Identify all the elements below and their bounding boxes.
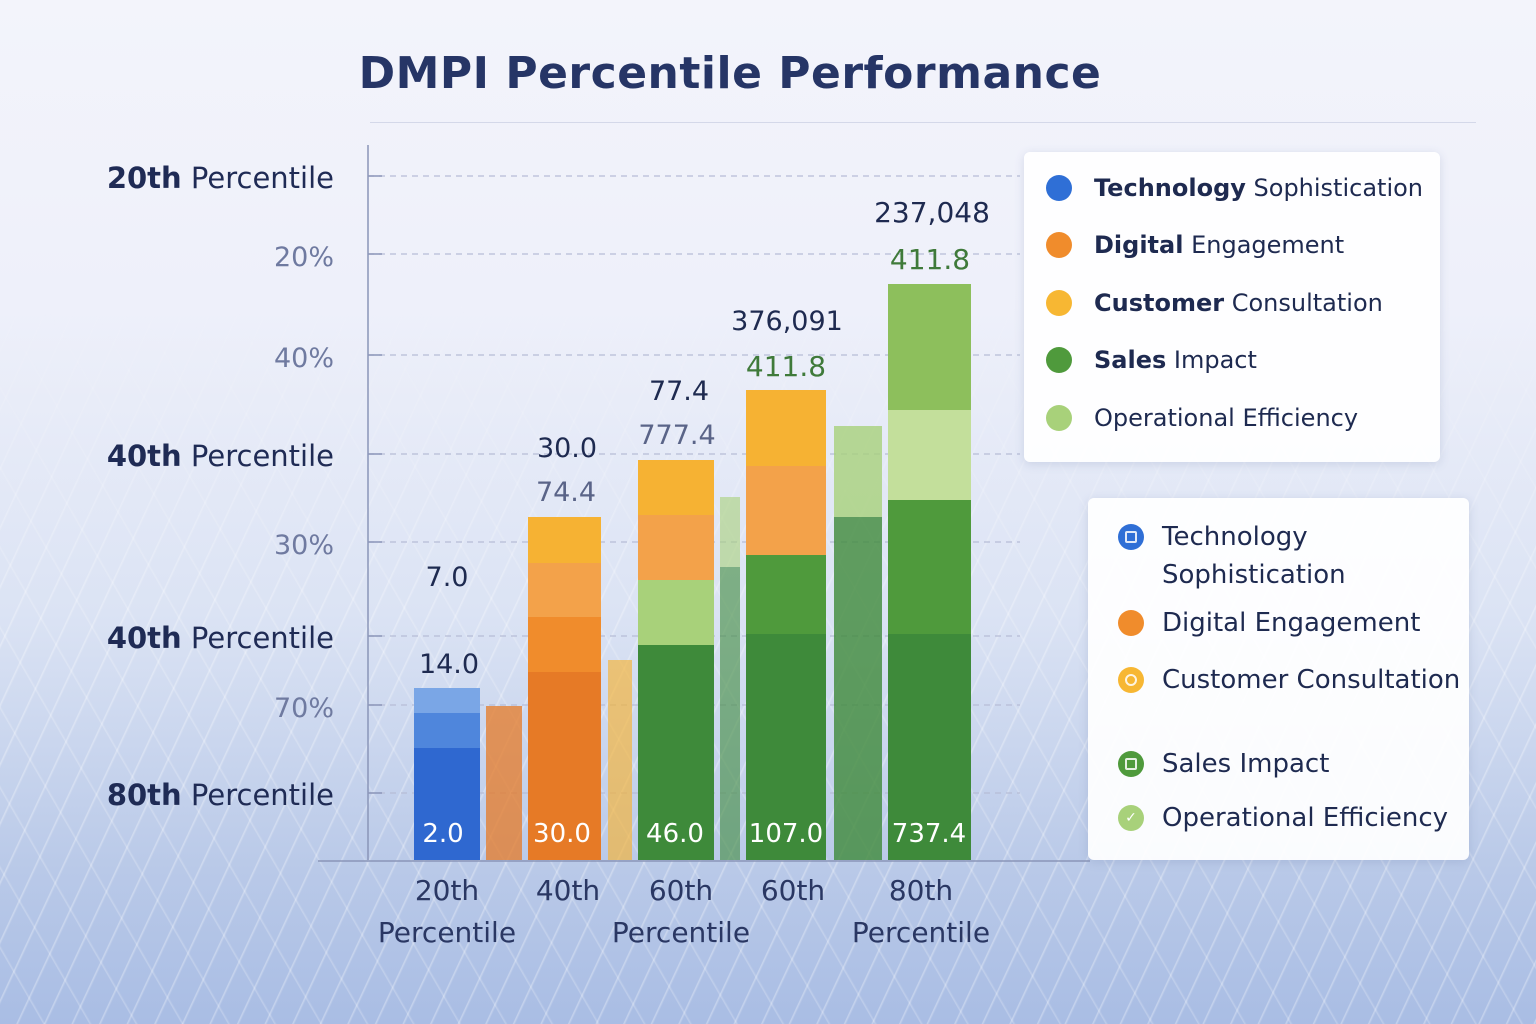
- bar-segment: [746, 634, 826, 860]
- x-tick-label: Percentile: [378, 916, 516, 949]
- bar-value-label: 237,048: [874, 196, 990, 229]
- legend-label-bold: Digital: [1094, 231, 1184, 259]
- bar-segment: [638, 645, 714, 860]
- bar-value-label: 77.4: [649, 376, 709, 407]
- bar-value-label: 7.0: [426, 562, 469, 593]
- bar-segment: [746, 555, 826, 634]
- bar-segment: [638, 460, 714, 515]
- y-tick-label: 20th Percentile: [107, 161, 334, 195]
- bar-value-label: 74.4: [536, 477, 596, 508]
- legend-label-bold: Sales: [1094, 346, 1167, 374]
- bar-segment: [608, 660, 632, 860]
- x-tick-label: 20th: [415, 874, 479, 907]
- y-tick-label: 20%: [274, 242, 334, 273]
- legend2-label: Technology Sophistication: [1162, 522, 1346, 590]
- handshake-icon: [1118, 667, 1144, 693]
- bar-segment: [834, 517, 882, 860]
- legend-swatch: [1046, 232, 1072, 258]
- bar-segment: [414, 713, 480, 748]
- legend-label: Impact: [1166, 346, 1257, 374]
- bar-segment: [414, 688, 480, 713]
- bar-segment: [746, 390, 826, 466]
- x-tick-label: Percentile: [612, 916, 750, 949]
- bar-segment: [486, 706, 522, 860]
- legend2-label: Sales Impact: [1162, 749, 1330, 779]
- bar-segment: [528, 517, 601, 563]
- bar-value-label: 30.0: [537, 433, 597, 464]
- y-tick-label: 40th Percentile: [107, 621, 334, 655]
- legend-swatch: [1046, 290, 1072, 316]
- legend-label-bold: Technology: [1094, 174, 1246, 202]
- bar-value-label: 376,091: [731, 306, 843, 337]
- legend2-label: Digital Engagement: [1162, 608, 1421, 638]
- x-tick-label: 60th: [761, 874, 825, 907]
- bar-segment: [888, 500, 971, 634]
- x-tick-label: Percentile: [852, 916, 990, 949]
- legend2-label: Customer Consultation: [1162, 665, 1461, 695]
- legend-item-sales[interactable]: Sales Impact: [1046, 346, 1257, 374]
- legend2-item-digital[interactable]: Digital Engagement: [1118, 604, 1462, 642]
- bar-value-label: 411.8: [746, 350, 826, 383]
- legend-label-bold: Customer: [1094, 289, 1225, 317]
- bar-segment: [528, 617, 601, 672]
- bar-value-label: 737.4: [892, 819, 966, 849]
- legend2-item-sales[interactable]: Sales Impact: [1118, 745, 1462, 783]
- bar-value-label: 411.8: [890, 243, 970, 276]
- bar-segment: [720, 497, 740, 567]
- bar-segment: [888, 410, 971, 500]
- bar-segment: [746, 466, 826, 555]
- x-tick-label: 60th: [649, 874, 713, 907]
- bar-segment: [888, 634, 971, 860]
- bar-value-label: 2.0: [422, 819, 463, 849]
- legend-swatch: [1046, 405, 1072, 431]
- legend-item-customer[interactable]: Customer Consultation: [1046, 289, 1383, 317]
- bar-value-label: 107.0: [749, 819, 823, 849]
- dot-icon: [1118, 610, 1144, 636]
- bar-segment: [638, 580, 714, 645]
- legend-swatch: [1046, 175, 1072, 201]
- legend2-item-operational[interactable]: ✓ Operational Efficiency: [1118, 799, 1462, 837]
- check-icon: ✓: [1118, 805, 1144, 831]
- legend-swatch: [1046, 347, 1072, 373]
- bar-segment: [638, 515, 714, 580]
- cart-icon: [1118, 751, 1144, 777]
- chart-title: DMPI Percentile Performance: [358, 48, 1102, 99]
- legend-label: Sophistication: [1245, 174, 1424, 202]
- legend-item-digital[interactable]: Digital Engagement: [1046, 231, 1344, 259]
- y-tick-label: 40%: [274, 343, 334, 374]
- bar-segment: [528, 563, 601, 617]
- y-tick-label: 40th Percentile: [107, 439, 334, 473]
- y-tick-label: 30%: [274, 530, 334, 561]
- x-tick-label: 40th: [536, 874, 600, 907]
- legend-item-technology[interactable]: Technology Sophistication: [1046, 174, 1423, 202]
- legend2-item-technology[interactable]: Technology Sophistication: [1118, 518, 1462, 594]
- bar-value-label: 30.0: [533, 819, 591, 849]
- legend2-label: Operational Efficiency: [1162, 803, 1449, 833]
- legend-item-operational[interactable]: Operational Efficiency: [1046, 404, 1358, 432]
- x-tick-label: 80th: [889, 874, 953, 907]
- bar-segment: [834, 426, 882, 517]
- bar-segment: [414, 748, 480, 860]
- bar-value-label: 777.4: [638, 420, 715, 451]
- legend-label: Consultation: [1224, 289, 1383, 317]
- y-tick-label: 80th Percentile: [107, 778, 334, 812]
- y-tick-label: 70%: [274, 693, 334, 724]
- bar-segment: [528, 672, 601, 860]
- bar-value-label: 46.0: [646, 819, 704, 849]
- legend2-item-customer[interactable]: Customer Consultation: [1118, 661, 1462, 699]
- building-icon: [1118, 524, 1144, 550]
- legend-bottom: Technology Sophistication Digital Engage…: [1088, 498, 1469, 860]
- legend-top: Technology Sophistication Digital Engage…: [1024, 152, 1440, 462]
- title-divider: [370, 122, 1476, 123]
- bar-segment: [720, 567, 740, 860]
- legend-label: Operational Efficiency: [1094, 404, 1359, 432]
- bar-value-label: 14.0: [419, 649, 479, 680]
- bar-segment: [888, 284, 971, 410]
- legend-label: Engagement: [1183, 231, 1345, 259]
